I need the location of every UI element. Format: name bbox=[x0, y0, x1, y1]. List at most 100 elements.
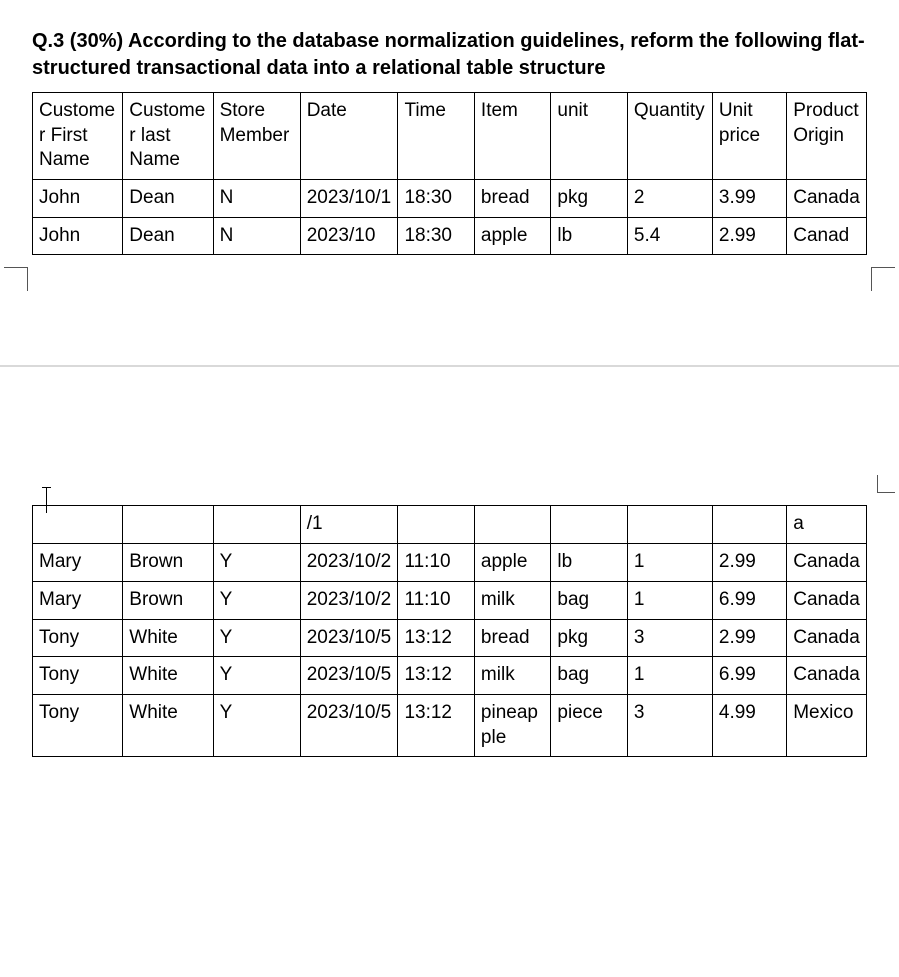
table-cell: Mary bbox=[33, 581, 123, 619]
table-row: JohnDeanN2023/10/118:30breadpkg23.99Cana… bbox=[33, 180, 867, 218]
table-cell: 13:12 bbox=[398, 657, 474, 695]
table-cell bbox=[712, 506, 786, 544]
table-cell: 5.4 bbox=[627, 217, 712, 255]
table-cell: White bbox=[123, 657, 213, 695]
table-cell: Canada bbox=[787, 657, 867, 695]
table-cell: Canada bbox=[787, 581, 867, 619]
table-cell: 2 bbox=[627, 180, 712, 218]
table-cell: bread bbox=[474, 180, 550, 218]
table-cell: White bbox=[123, 694, 213, 756]
table-cell: White bbox=[123, 619, 213, 657]
table-cell: Tony bbox=[33, 657, 123, 695]
table-cell: bread bbox=[474, 619, 550, 657]
table-row: JohnDeanN2023/1018:30applelb5.42.99Canad bbox=[33, 217, 867, 255]
table-header-row: Customer First NameCustomer last NameSto… bbox=[33, 93, 867, 180]
table-cell: 6.99 bbox=[712, 581, 786, 619]
table-cell: Y bbox=[213, 694, 300, 756]
table-row: MaryBrownY2023/10/211:10milkbag16.99Cana… bbox=[33, 581, 867, 619]
table-cell: apple bbox=[474, 544, 550, 582]
table-cell: Brown bbox=[123, 581, 213, 619]
crop-mark bbox=[877, 475, 895, 493]
table-cell: 2023/10/2 bbox=[300, 544, 398, 582]
table-cell: 2.99 bbox=[712, 217, 786, 255]
table-cell bbox=[474, 506, 550, 544]
table-cell bbox=[551, 506, 627, 544]
table-cell: piece bbox=[551, 694, 627, 756]
table-header-cell: unit bbox=[551, 93, 627, 180]
table-cell: /1 bbox=[300, 506, 398, 544]
table-cell: Canad bbox=[787, 217, 867, 255]
table-row: TonyWhiteY2023/10/513:12breadpkg32.99Can… bbox=[33, 619, 867, 657]
table-row: MaryBrownY2023/10/211:10applelb12.99Cana… bbox=[33, 544, 867, 582]
table-cell: 13:12 bbox=[398, 694, 474, 756]
text-cursor bbox=[46, 487, 47, 513]
table-cell: N bbox=[213, 180, 300, 218]
data-table-lower: /1aMaryBrownY2023/10/211:10applelb12.99C… bbox=[32, 505, 867, 757]
table-cell: John bbox=[33, 180, 123, 218]
table-cell: Y bbox=[213, 657, 300, 695]
table-cell: milk bbox=[474, 657, 550, 695]
table-cell: Canada bbox=[787, 544, 867, 582]
table-cell: Mexico bbox=[787, 694, 867, 756]
table-cell: Canada bbox=[787, 180, 867, 218]
table-cell: 1 bbox=[627, 657, 712, 695]
table-cell: Y bbox=[213, 619, 300, 657]
table-cell: John bbox=[33, 217, 123, 255]
page-break-gap bbox=[32, 255, 867, 505]
table-cell: 2.99 bbox=[712, 544, 786, 582]
table-row: TonyWhiteY2023/10/513:12milkbag16.99Cana… bbox=[33, 657, 867, 695]
table-cell: a bbox=[787, 506, 867, 544]
table-header-cell: Store Member bbox=[213, 93, 300, 180]
table-cell: bag bbox=[551, 581, 627, 619]
table-cell: bag bbox=[551, 657, 627, 695]
table-cell: 1 bbox=[627, 581, 712, 619]
table-cell: 2023/10/5 bbox=[300, 619, 398, 657]
table-header-cell: Time bbox=[398, 93, 474, 180]
table-cell: Y bbox=[213, 581, 300, 619]
table-cell: 3.99 bbox=[712, 180, 786, 218]
table-cell: 18:30 bbox=[398, 180, 474, 218]
table-row: /1 a bbox=[33, 506, 867, 544]
table-cell bbox=[627, 506, 712, 544]
data-table-upper: Customer First NameCustomer last NameSto… bbox=[32, 92, 867, 255]
table-cell: lb bbox=[551, 217, 627, 255]
table-cell: 11:10 bbox=[398, 544, 474, 582]
table-cell: Dean bbox=[123, 180, 213, 218]
table-header-cell: Item bbox=[474, 93, 550, 180]
table-cell: 3 bbox=[627, 694, 712, 756]
table-row: TonyWhiteY2023/10/513:12pineapplepiece34… bbox=[33, 694, 867, 756]
table-header-cell: Product Origin bbox=[787, 93, 867, 180]
table-cell: 2023/10/5 bbox=[300, 694, 398, 756]
table-cell: 18:30 bbox=[398, 217, 474, 255]
table-cell bbox=[213, 506, 300, 544]
table-cell: Canada bbox=[787, 619, 867, 657]
table-header-cell: Unit price bbox=[712, 93, 786, 180]
table-header-cell: Date bbox=[300, 93, 398, 180]
table-cell: pineapple bbox=[474, 694, 550, 756]
crop-mark bbox=[871, 267, 895, 291]
table-cell: milk bbox=[474, 581, 550, 619]
page-divider bbox=[0, 365, 899, 367]
table-cell: 4.99 bbox=[712, 694, 786, 756]
table-cell: Dean bbox=[123, 217, 213, 255]
table-header-cell: Customer last Name bbox=[123, 93, 213, 180]
table-cell: Tony bbox=[33, 694, 123, 756]
crop-mark bbox=[4, 267, 28, 291]
table-cell: pkg bbox=[551, 180, 627, 218]
table-cell: lb bbox=[551, 544, 627, 582]
table-cell: 6.99 bbox=[712, 657, 786, 695]
table-cell: 3 bbox=[627, 619, 712, 657]
table-cell: 2023/10/1 bbox=[300, 180, 398, 218]
table-cell: 2023/10/5 bbox=[300, 657, 398, 695]
table-cell: Brown bbox=[123, 544, 213, 582]
table-cell: apple bbox=[474, 217, 550, 255]
table-header-cell: Quantity bbox=[627, 93, 712, 180]
question-text: Q.3 (30%) According to the database norm… bbox=[32, 28, 867, 82]
table-cell: pkg bbox=[551, 619, 627, 657]
table-cell bbox=[398, 506, 474, 544]
table-cell: 1 bbox=[627, 544, 712, 582]
table-header-cell: Customer First Name bbox=[33, 93, 123, 180]
table-cell: Y bbox=[213, 544, 300, 582]
table-cell: Mary bbox=[33, 544, 123, 582]
table-cell bbox=[123, 506, 213, 544]
